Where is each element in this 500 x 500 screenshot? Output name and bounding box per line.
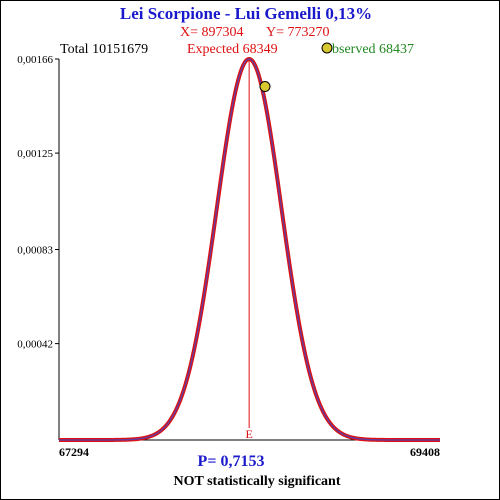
total-label: Total 10151679: [60, 42, 148, 57]
x-tick-min: 67294: [59, 445, 89, 459]
chart-title: Lei Scorpione - Lui Gemelli 0,13%: [120, 4, 372, 23]
observed-point: [259, 81, 271, 93]
y-tick-label: 0,00166: [17, 54, 53, 66]
p-value: P= 0,7153: [198, 453, 265, 470]
y-tick-label: 0,00125: [17, 148, 53, 160]
y-ticks: 0,00166 0,00125 0,00083 0,00042: [17, 54, 59, 351]
y-tick-label: 0,00083: [17, 245, 53, 257]
x-tick-max: 69408: [410, 445, 440, 459]
significance-text: NOT statistically significant: [174, 474, 341, 489]
y-count-label: Y= 773270: [266, 25, 330, 40]
expected-marker-label: E: [245, 427, 252, 441]
expected-label: Expected 68349: [187, 42, 278, 57]
y-tick-label: 0,00042: [17, 339, 53, 351]
distribution-curve: [59, 58, 440, 441]
observed-legend-marker: [321, 42, 333, 54]
observed-label: bserved 68437: [332, 42, 414, 57]
x-count-label: X= 897304: [180, 25, 244, 40]
